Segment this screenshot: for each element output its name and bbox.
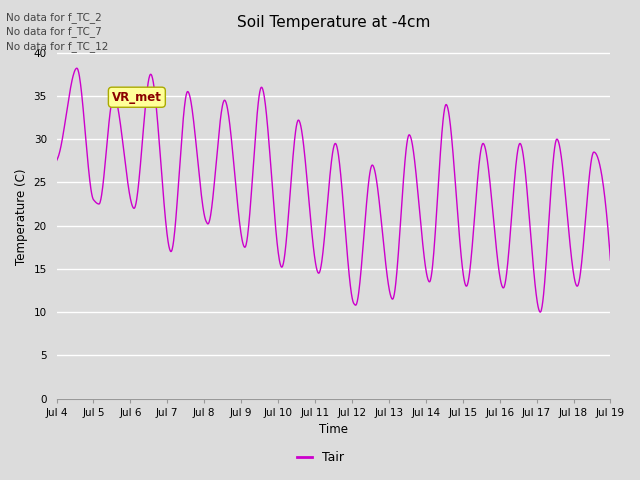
X-axis label: Time: Time: [319, 423, 348, 436]
Y-axis label: Temperature (C): Temperature (C): [15, 169, 28, 265]
Text: No data for f_TC_2: No data for f_TC_2: [6, 12, 102, 23]
Text: No data for f_TC_7: No data for f_TC_7: [6, 26, 102, 37]
Text: No data for f_TC_12: No data for f_TC_12: [6, 41, 109, 52]
Legend: Tair: Tair: [291, 446, 349, 469]
Title: Soil Temperature at -4cm: Soil Temperature at -4cm: [237, 15, 430, 30]
Text: VR_met: VR_met: [112, 91, 162, 104]
